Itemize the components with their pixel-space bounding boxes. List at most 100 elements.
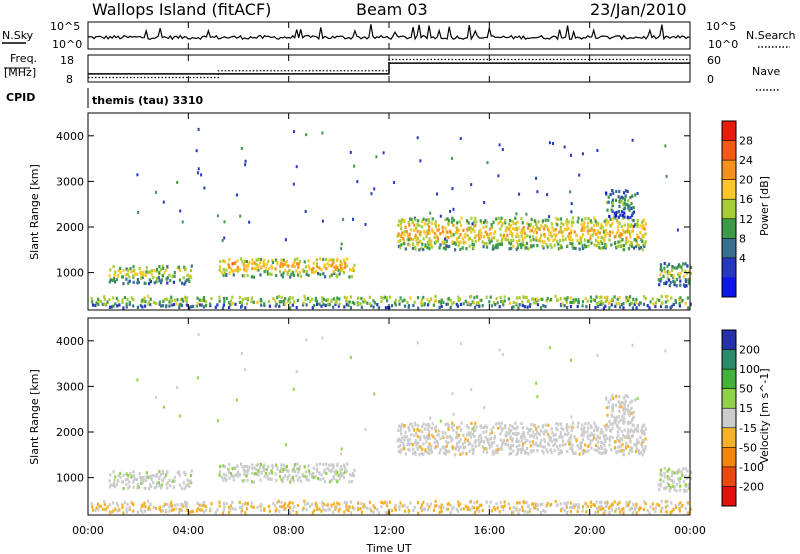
power-cell — [296, 273, 300, 277]
velocity-cell — [540, 429, 543, 433]
power-cell — [345, 264, 348, 268]
velocity-cell — [477, 506, 480, 510]
power-cell — [593, 216, 596, 220]
velocity-cell — [436, 444, 439, 448]
velocity-cell — [684, 474, 687, 478]
velocity-cell — [141, 480, 144, 484]
power-cell — [567, 234, 570, 238]
velocity-cell — [293, 465, 296, 469]
velocity-cell — [452, 423, 455, 427]
power-cell — [289, 275, 292, 279]
power-cell — [165, 304, 168, 308]
velocity-cell — [284, 468, 287, 472]
velocity-cell — [423, 435, 426, 439]
power-cell — [503, 299, 506, 303]
velocity-cell — [260, 470, 263, 474]
power-cell — [286, 270, 289, 275]
power-cell — [444, 226, 447, 230]
velocity-cell — [315, 507, 319, 511]
power-cell — [488, 241, 491, 245]
velocity-cell — [519, 447, 522, 451]
power-cell — [122, 306, 125, 310]
freq-label: Freq. — [10, 52, 37, 65]
power-cell — [511, 219, 514, 223]
velocity-cell — [535, 427, 538, 431]
velocity-cell — [485, 500, 488, 504]
velocity-cell — [679, 484, 682, 488]
power-cell — [623, 215, 626, 219]
power-cell — [582, 228, 585, 232]
velocity-sparse-cell — [179, 414, 182, 418]
power-cell — [222, 259, 225, 263]
power-cell — [581, 233, 585, 237]
power-cell — [641, 239, 644, 243]
power-cell — [427, 218, 431, 222]
power-cell — [168, 273, 171, 277]
velocity-cell — [488, 446, 491, 450]
velocity-cell — [314, 503, 317, 507]
velocity-cell — [485, 430, 488, 434]
power-cell — [446, 244, 449, 248]
velocity-cell — [678, 509, 681, 513]
velocity-cell — [192, 509, 195, 513]
power-cell — [433, 236, 436, 240]
velocity-cell — [577, 421, 580, 425]
power-cell — [406, 238, 409, 242]
power-cell — [417, 306, 420, 310]
velocity-cell — [540, 438, 543, 442]
velocity-cell — [425, 423, 428, 427]
power-cell — [169, 279, 172, 283]
power-cell — [480, 298, 483, 302]
velocity-cell — [418, 429, 421, 433]
velocity-cell — [561, 439, 564, 443]
velocity-cell — [556, 428, 559, 432]
velocity-cell — [291, 476, 295, 480]
velocity-cell — [619, 440, 622, 444]
power-cell — [279, 264, 282, 268]
power-cell — [619, 235, 622, 239]
power-cell — [567, 227, 570, 231]
velocity-cell — [461, 442, 464, 446]
power-cell — [620, 243, 623, 248]
velocity-sparse-cell — [631, 343, 634, 347]
velocity-cell — [543, 445, 546, 449]
power-sparse-cell — [548, 141, 551, 145]
power-cell — [595, 295, 598, 299]
velocity-cell — [631, 399, 634, 403]
power-cell — [353, 263, 356, 267]
power-cell — [288, 268, 291, 272]
velocity-cell — [263, 463, 266, 467]
power-cell — [594, 306, 597, 310]
power-cell — [103, 295, 106, 299]
power-sparse-cell — [636, 192, 639, 195]
velocity-cell — [173, 475, 176, 480]
power-cell — [640, 221, 644, 225]
velocity-cell — [488, 505, 491, 509]
power-cell — [535, 222, 538, 226]
power-cell — [103, 297, 106, 301]
velocity-cell — [257, 473, 260, 477]
station-title: Wallops Island (fitACF) — [92, 0, 271, 19]
power-cell — [603, 219, 606, 223]
velocity-cell — [569, 440, 572, 444]
power-cell — [332, 270, 335, 274]
power-cell — [675, 278, 678, 282]
power-cell — [617, 302, 621, 306]
power-sparse-cell — [373, 187, 376, 191]
velocity-cell — [525, 446, 529, 450]
power-cell — [145, 266, 148, 270]
power-cell — [583, 226, 586, 230]
power-cell — [546, 296, 549, 301]
power-cell — [572, 246, 575, 250]
velocity-cell — [165, 482, 168, 486]
velocity-cell — [247, 468, 250, 472]
power-cell — [129, 266, 132, 271]
power-cell — [668, 262, 671, 266]
velocity-cell — [539, 511, 543, 515]
power-cell — [121, 275, 124, 279]
velocity-cell — [335, 469, 338, 473]
power-cell — [566, 223, 569, 227]
velocity-cell — [547, 423, 550, 427]
velocity-cell — [420, 451, 423, 455]
